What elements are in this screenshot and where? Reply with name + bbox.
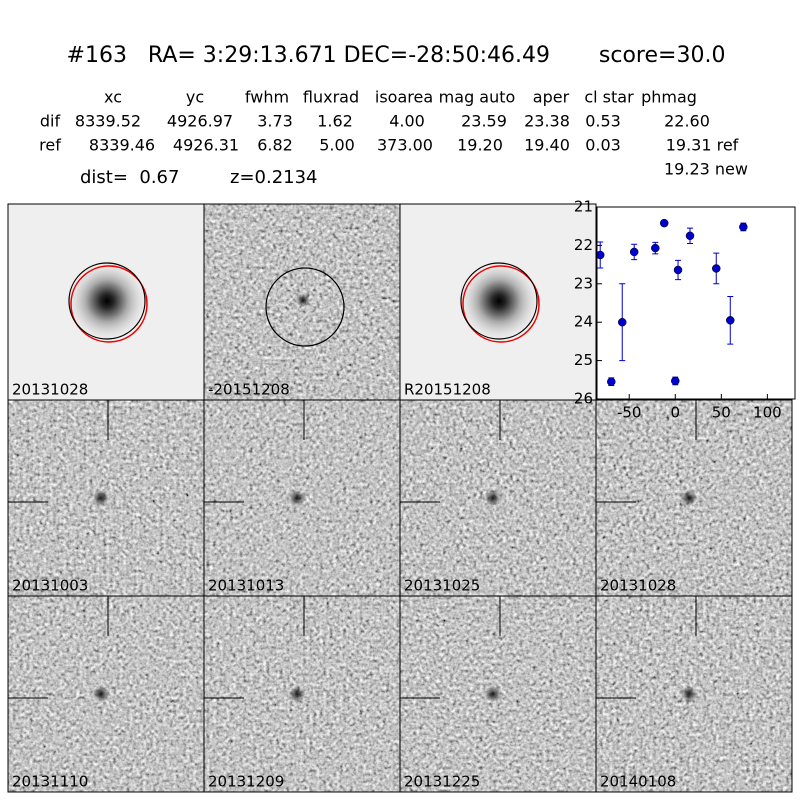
point xyxy=(671,376,680,386)
point xyxy=(595,250,605,260)
point xyxy=(629,247,639,257)
galaxy xyxy=(457,259,541,343)
table-cell: 19.31 ref xyxy=(666,136,739,155)
table-cell: 1.62 xyxy=(317,112,353,131)
aperture xyxy=(68,262,146,340)
column-header: fluxrad xyxy=(303,88,359,107)
column-header: yc xyxy=(186,88,204,107)
column-header: fwhm xyxy=(245,88,289,107)
redshift: z=0.2134 xyxy=(230,167,318,188)
dist: dist= 0.67 xyxy=(80,167,179,188)
y-tick-label: 22 xyxy=(574,236,593,254)
panel-label: -20151208 xyxy=(208,381,290,399)
y-tick-label: 24 xyxy=(574,313,593,331)
point xyxy=(739,222,748,232)
panel-label: 20140108 xyxy=(600,773,676,791)
x-tick-label: 0 xyxy=(671,404,681,422)
table-cell: 373.00 xyxy=(377,136,433,155)
row-label: ref xyxy=(39,136,61,155)
table-cell: 23.38 xyxy=(524,112,570,131)
title: #163 RA= 3:29:13.671 DEC=-28:50:46.49 sc… xyxy=(67,43,726,68)
table-cell: 8339.46 xyxy=(89,136,155,155)
point xyxy=(726,316,735,325)
x-tick-label: 100 xyxy=(753,404,782,422)
table-cell: 6.82 xyxy=(257,136,293,155)
frame xyxy=(595,595,793,793)
panel-label: 20131225 xyxy=(404,773,480,791)
point xyxy=(685,231,695,241)
table-cell: 5.00 xyxy=(319,136,355,155)
aperture xyxy=(460,262,538,340)
y-tick-label: 26 xyxy=(574,390,593,408)
source xyxy=(681,686,697,702)
lightcurve: 21 22 23 24 25 26 -50 0 50 100 xyxy=(574,198,796,422)
source xyxy=(485,490,501,506)
point xyxy=(617,317,627,327)
x-tick-label: 50 xyxy=(712,404,731,422)
panel-label: 20131209 xyxy=(208,773,284,791)
table-cell: 3.73 xyxy=(257,112,293,131)
row-label: dif xyxy=(40,112,61,131)
aperture xyxy=(462,265,540,343)
column-header: isoarea xyxy=(375,88,433,107)
plot-bg xyxy=(597,207,795,399)
column-header: xc xyxy=(104,88,122,107)
table-cell: 4926.97 xyxy=(167,112,233,131)
panels: 20131028 -20151208 R20151208 20131003 201310… xyxy=(7,203,793,793)
source xyxy=(289,686,305,702)
table-cell: 4.00 xyxy=(389,112,425,131)
table-cell: 4926.31 xyxy=(173,136,239,155)
source xyxy=(681,490,697,506)
aperture xyxy=(265,267,345,347)
source xyxy=(93,686,109,702)
panel-label: 20131013 xyxy=(208,577,284,595)
point xyxy=(712,264,721,273)
table-cell: 0.53 xyxy=(585,112,621,131)
plot-frame xyxy=(596,206,796,400)
panel-label: 20131025 xyxy=(404,577,480,595)
y-tick-label: 23 xyxy=(574,274,593,292)
table-cell: 8339.52 xyxy=(75,112,141,131)
table-cell: 0.03 xyxy=(585,136,621,155)
column-header: aper xyxy=(533,88,570,107)
panel-label: 20131003 xyxy=(12,577,88,595)
y-tick-label: 25 xyxy=(574,351,593,369)
column-header: mag auto xyxy=(439,88,516,107)
column-header: phmag xyxy=(641,88,697,107)
galaxy xyxy=(65,259,149,343)
x-tick-label: -50 xyxy=(617,404,642,422)
panel-label: R20151208 xyxy=(404,381,491,399)
source xyxy=(93,490,109,506)
source xyxy=(485,686,501,702)
y-tick-label: 21 xyxy=(574,198,593,216)
point xyxy=(659,218,669,228)
point xyxy=(673,265,683,275)
source xyxy=(296,293,310,307)
panel-label: 20131110 xyxy=(12,773,88,791)
table-cell: 22.60 xyxy=(664,112,710,131)
column-header: cl star xyxy=(584,88,634,107)
table-cell: 23.59 xyxy=(461,112,507,131)
aperture xyxy=(70,265,148,343)
point xyxy=(651,243,660,253)
table-cell: 19.20 xyxy=(457,136,503,155)
source xyxy=(289,490,305,506)
table-cell: 19.40 xyxy=(524,136,570,155)
panel-label: 20131028 xyxy=(12,381,88,399)
panel-label: 20131028 xyxy=(600,577,676,595)
point xyxy=(607,377,616,386)
phmag-new: 19.23 new xyxy=(664,160,748,179)
